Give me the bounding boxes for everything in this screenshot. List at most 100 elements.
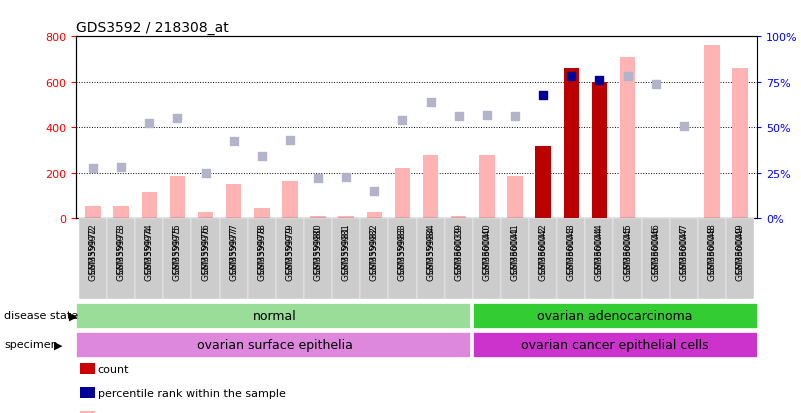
- Bar: [732, 69, 748, 219]
- Point: [425, 99, 437, 106]
- Bar: [304, 219, 332, 299]
- Bar: [529, 219, 557, 299]
- Point: [509, 114, 521, 121]
- Bar: [76, 303, 470, 328]
- Bar: [85, 206, 101, 219]
- Text: GSM359980: GSM359980: [313, 225, 323, 280]
- Text: GSM359975: GSM359975: [173, 223, 182, 273]
- Text: GSM360047: GSM360047: [679, 223, 688, 274]
- Text: GSM359974: GSM359974: [145, 225, 154, 280]
- Text: GSM359983: GSM359983: [398, 223, 407, 274]
- Bar: [114, 206, 129, 219]
- Text: GSM359972: GSM359972: [88, 223, 98, 273]
- Text: ovarian cancer epithelial cells: ovarian cancer epithelial cells: [521, 338, 709, 351]
- Text: GSM360046: GSM360046: [651, 223, 660, 274]
- Text: GSM359984: GSM359984: [426, 225, 435, 280]
- Text: GSM360039: GSM360039: [454, 223, 463, 274]
- Bar: [388, 219, 417, 299]
- Bar: [79, 219, 107, 299]
- Bar: [395, 169, 410, 219]
- Bar: [282, 181, 298, 219]
- Bar: [535, 146, 551, 219]
- Bar: [198, 212, 213, 219]
- Bar: [642, 219, 670, 299]
- Text: GSM360040: GSM360040: [482, 225, 491, 280]
- Bar: [507, 177, 523, 219]
- Text: GSM360049: GSM360049: [735, 223, 745, 273]
- Text: GDS3592 / 218308_at: GDS3592 / 218308_at: [76, 21, 229, 35]
- Bar: [276, 219, 304, 299]
- Bar: [254, 209, 269, 219]
- Point: [143, 120, 155, 127]
- Text: GSM359978: GSM359978: [257, 223, 266, 274]
- Bar: [670, 219, 698, 299]
- Text: GSM359976: GSM359976: [201, 225, 210, 280]
- Point: [284, 138, 296, 144]
- Bar: [163, 219, 191, 299]
- Text: GSM359981: GSM359981: [342, 223, 351, 273]
- Text: GSM359972: GSM359972: [88, 225, 98, 280]
- Bar: [135, 219, 163, 299]
- Text: GSM360049: GSM360049: [735, 225, 745, 280]
- Bar: [367, 212, 382, 219]
- Text: ovarian surface epithelia: ovarian surface epithelia: [197, 338, 352, 351]
- Text: GSM360041: GSM360041: [510, 223, 520, 273]
- Text: GSM359984: GSM359984: [426, 223, 435, 273]
- Bar: [170, 177, 185, 219]
- Text: GSM359975: GSM359975: [173, 225, 182, 280]
- Bar: [620, 57, 635, 219]
- Text: GSM360048: GSM360048: [707, 225, 716, 280]
- Text: GSM359977: GSM359977: [229, 223, 238, 274]
- Text: percentile rank within the sample: percentile rank within the sample: [98, 388, 286, 398]
- Point: [678, 123, 690, 130]
- Bar: [451, 217, 466, 219]
- Text: GSM360040: GSM360040: [482, 223, 491, 273]
- Point: [340, 174, 352, 180]
- Point: [171, 116, 183, 122]
- Bar: [339, 217, 354, 219]
- Point: [199, 170, 212, 177]
- Bar: [423, 155, 438, 219]
- Bar: [614, 219, 642, 299]
- Text: value, Detection Call = ABSENT: value, Detection Call = ABSENT: [98, 412, 275, 413]
- Text: GSM360044: GSM360044: [595, 225, 604, 280]
- Point: [453, 114, 465, 121]
- Bar: [557, 219, 586, 299]
- Text: GSM359981: GSM359981: [342, 225, 351, 280]
- Point: [256, 153, 268, 159]
- Text: disease state: disease state: [4, 311, 78, 320]
- Text: GSM360047: GSM360047: [679, 225, 688, 280]
- Bar: [219, 219, 248, 299]
- Bar: [191, 219, 219, 299]
- Point: [537, 92, 549, 99]
- Text: ▶: ▶: [54, 339, 63, 349]
- Text: GSM359982: GSM359982: [370, 225, 379, 280]
- Text: GSM360048: GSM360048: [707, 223, 716, 274]
- Bar: [107, 219, 135, 299]
- Bar: [592, 83, 607, 219]
- Text: GSM359974: GSM359974: [145, 223, 154, 273]
- Text: GSM360046: GSM360046: [651, 225, 660, 280]
- Text: GSM360039: GSM360039: [454, 225, 463, 280]
- Text: GSM359973: GSM359973: [117, 225, 126, 280]
- Text: count: count: [98, 364, 129, 374]
- Bar: [310, 217, 326, 219]
- Point: [565, 74, 578, 81]
- Text: GSM360045: GSM360045: [623, 223, 632, 273]
- Point: [87, 166, 99, 172]
- Text: GSM360042: GSM360042: [538, 225, 548, 280]
- Point: [115, 164, 127, 171]
- Text: GSM359983: GSM359983: [398, 225, 407, 280]
- Text: GSM360041: GSM360041: [510, 225, 520, 280]
- Bar: [473, 332, 757, 357]
- Bar: [360, 219, 388, 299]
- Bar: [76, 332, 470, 357]
- Point: [481, 112, 493, 119]
- Text: GSM359973: GSM359973: [117, 223, 126, 274]
- Bar: [698, 219, 726, 299]
- Bar: [226, 185, 241, 219]
- Bar: [248, 219, 276, 299]
- Text: normal: normal: [253, 309, 296, 322]
- Text: GSM359979: GSM359979: [285, 223, 295, 273]
- Point: [593, 78, 606, 84]
